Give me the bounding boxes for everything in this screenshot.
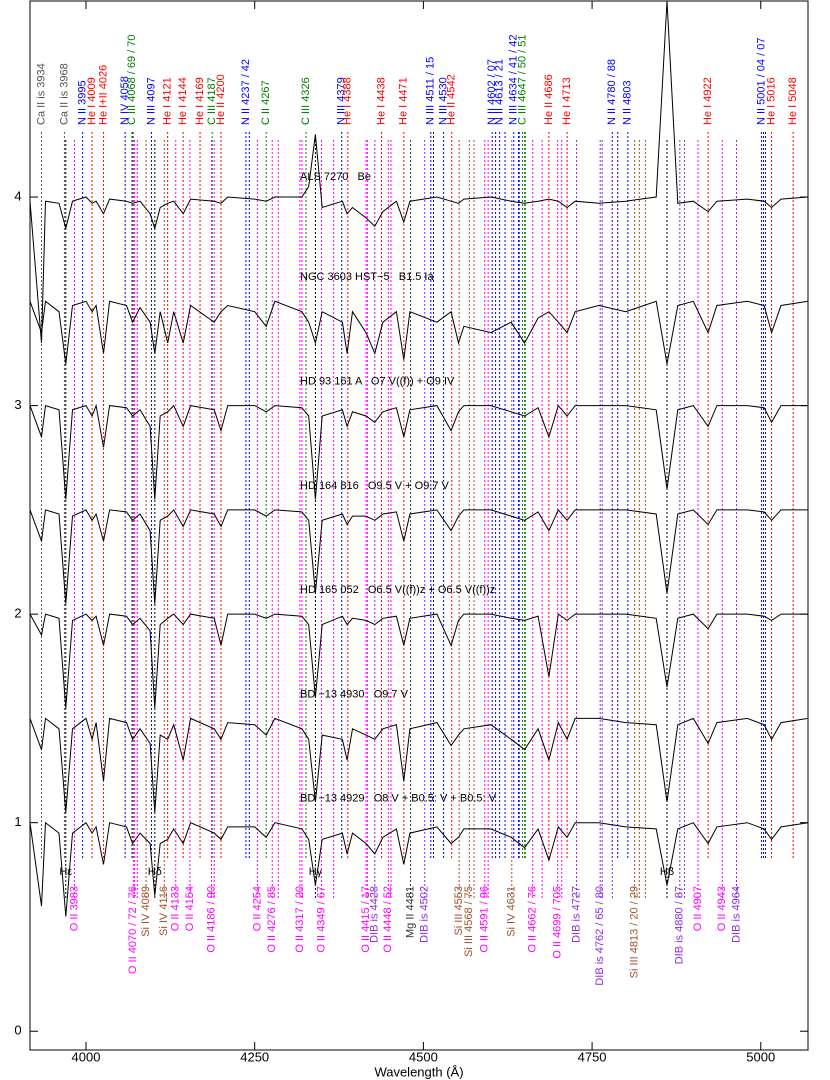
line-id-label: He I 5016 [765,77,777,125]
line-id-label: O II 4349 / 67 [315,886,327,953]
spectrum [29,717,809,813]
line-id-label: DIB is 4880 / 87 [674,886,686,964]
line-id-label: O II 4699 / 705 [552,886,564,959]
line-id-label: O II 4186 / 90 [205,886,217,953]
line-id-label: Hε [59,866,72,878]
line-id-label: N II 4613 / 21 [494,59,506,125]
line-id-label: DIB is 4502 [419,886,431,943]
spectrum-label: HD 93 161 A O7 V((f)) + O9 IV [300,375,455,387]
line-id-label: N II 4602 / 07 [486,59,498,125]
line-id-label: C II 4267 [260,80,272,125]
line-id-label: O II 4070 / 72 / 76 [127,886,139,974]
line-id-label: N II 4237 / 42 [240,59,252,125]
y-tick-label: 0 [14,1023,21,1038]
y-tick-label: 4 [14,188,21,203]
line-id-label: O II 4133 [170,886,182,931]
line-id-label: He I+II 4026 [97,65,109,125]
line-id-label: He II 4686 [543,74,555,125]
line-id-label: Si IV 4089 [140,886,152,937]
spectrum [29,613,808,709]
x-tick-label: 4000 [72,1049,101,1064]
spectrum [29,508,808,604]
spectrum-label: NGC 3603 HST−5 B1.5 Ia [300,271,434,283]
line-id-label: Hγ [309,866,323,878]
line-id-label: O II 4276 / 85 [266,886,278,953]
x-axis-label: Wavelength (Å) [374,1064,463,1079]
line-id-label: He I 4121 [162,77,174,125]
x-tick-label: 4500 [409,1049,438,1064]
line-id-label: He II 4542 [446,74,458,125]
line-id-label: O II 4415 / 17 [360,886,372,953]
line-id-label: Hδ [148,866,162,878]
line-id-label: C III 4068 / 69 / 70 [126,34,138,125]
line-id-label: N III 4530 [438,77,450,125]
spectrum [29,403,808,500]
line-id-label: Mg II 4481 [404,886,416,938]
line-id-label: O II 4943 [716,886,728,931]
plot-frame [29,0,809,1051]
line-id-label: He I 4438 [375,77,387,125]
line-id-label: O II 3983 [68,886,80,931]
line-id-label: DIB is 4727 [570,886,582,943]
line-id-label: N III 4097 [145,77,157,125]
line-id-label: He I 5048 [787,77,799,125]
line-id-label: Si III 4813 / 20 / 29 [628,886,640,978]
line-id-label: O II 4907 [692,886,704,931]
line-id-label: DIB is 4964 [730,886,742,943]
line-id-label: He I 4713 [561,77,573,125]
line-id-label: He I 4922 [702,77,714,125]
line-id-label: N III 4634 / 41 / 42 [508,34,520,125]
line-id-label: N II 4780 / 88 [606,59,618,125]
line-id-label: N III 4511 / 15 [425,57,437,125]
line-id-label: He I 4144 [177,77,189,125]
line-id-label: N III 4379 [336,77,348,125]
y-tick-label: 1 [14,814,21,829]
line-id-label: O II 4154 [184,886,196,931]
spectrum [29,300,809,364]
line-id-label: He I 4388 [342,77,354,125]
spectrum-label: BD −13 4930 O9.7 V [300,688,409,700]
spectrum-label: BD −13 4929 O8 V + B0.5: V + B0.5: V [300,793,497,805]
line-id-label: N II 4803 [622,80,634,125]
line-id-label: O II 4662 / 76 [527,886,539,953]
line-id-label: He I 4169 [194,77,206,125]
line-id-label: O II 4317 / 20 [294,886,306,953]
line-id-label: Si III 4568 / 75 [463,886,475,957]
y-tick-label: 3 [14,397,21,412]
spectrum [29,0,809,344]
line-id-label: DIB is 4428 [369,886,381,943]
x-tick-label: 5000 [746,1049,775,1064]
y-tick-label: 2 [14,606,21,621]
line-id-label: Ca II is 3968 [58,63,70,125]
line-id-label: C III 4326 [300,77,312,125]
spectrum-label: HD 165 052 O6.5 V((f))z + O6.5 V((f))z [300,584,495,596]
spectrum-label: HD 164 816 O9.5 V + O9.7 V [300,480,450,492]
line-id-label: N IV 4058 [119,76,131,125]
line-id-label: He I 4009 [86,77,98,125]
x-tick-label: 4750 [578,1049,607,1064]
line-id-label: DIB is 4762 / 65 / 80 [594,886,606,986]
line-id-label: N II 5001 / 04 / 07 [755,38,767,125]
line-id-label: N II 3995 [77,80,89,125]
line-id-label: He I 4471 [398,77,410,125]
line-id-label: He II 4200 [215,74,227,125]
line-id-label: C III 4187 [206,77,218,125]
line-id-label: Hβ [660,866,674,878]
x-tick-label: 4250 [240,1049,269,1064]
line-id-label: O II 4591 / 96 [479,886,491,953]
line-id-label: Si IV 4116 [158,886,170,936]
line-id-label: O II 4448 / 52 [382,886,394,953]
line-id-label: Si III 4553 [453,886,465,936]
line-id-label: Ca II is 3934 [35,63,47,125]
line-id-label: Si IV 4631 [506,886,518,937]
spectrum [29,821,809,917]
line-id-label: O II 4254 [251,886,263,931]
spectrum-label: ALS 7270 Be [300,171,371,183]
line-id-label: C III 4647 / 50 / 51 [516,34,528,125]
